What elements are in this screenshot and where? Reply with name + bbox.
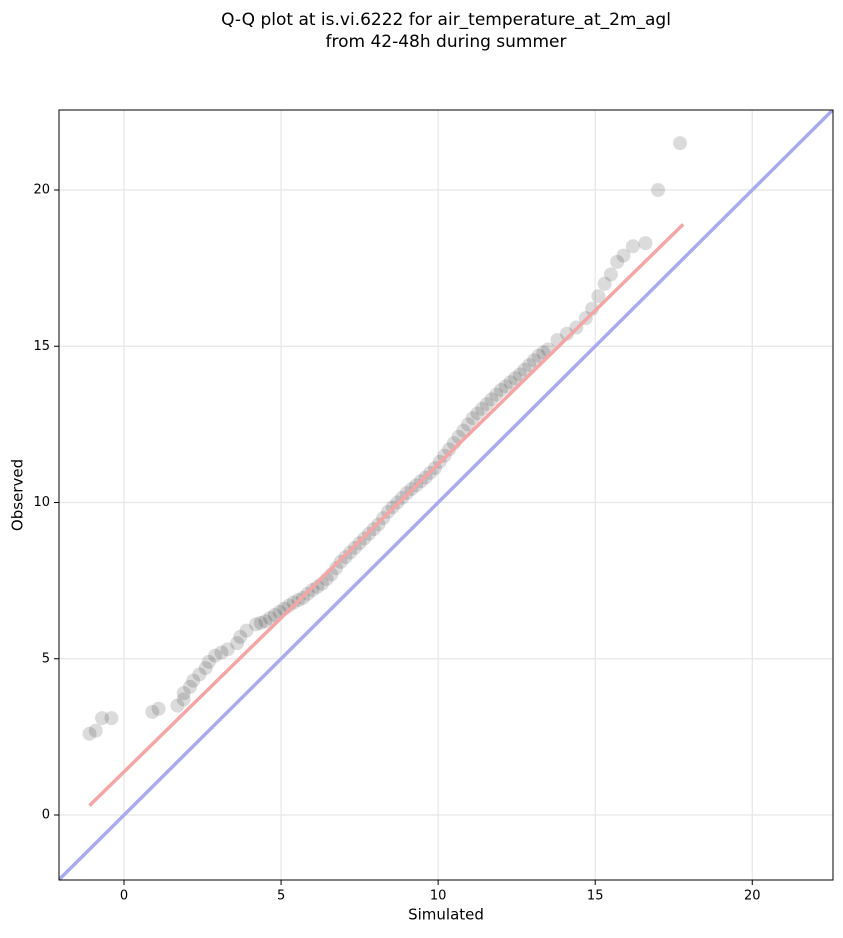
point xyxy=(329,561,344,576)
chart-title: Q-Q plot at is.vi.6222 for air_temperatu… xyxy=(221,10,671,30)
point xyxy=(489,387,504,402)
point xyxy=(201,654,216,669)
point xyxy=(610,254,625,269)
point xyxy=(208,648,223,663)
reference-line xyxy=(88,223,685,807)
point xyxy=(214,645,229,660)
point xyxy=(465,411,480,426)
point xyxy=(230,636,245,651)
point xyxy=(603,267,618,282)
point xyxy=(526,353,541,368)
point xyxy=(151,701,166,716)
point xyxy=(475,401,490,416)
y-tick-label: 5 xyxy=(42,651,50,666)
point xyxy=(182,679,197,694)
point xyxy=(82,726,97,741)
x-tick-label: 10 xyxy=(430,889,447,904)
point xyxy=(239,623,254,638)
point xyxy=(625,239,640,254)
point xyxy=(460,417,475,432)
point xyxy=(616,248,631,263)
y-axis-label: Observed xyxy=(9,459,27,531)
point xyxy=(638,236,653,251)
point xyxy=(498,379,513,394)
plot-area xyxy=(59,110,833,880)
point xyxy=(176,692,191,707)
point xyxy=(198,661,213,676)
point xyxy=(170,698,185,713)
point xyxy=(673,136,688,151)
point xyxy=(186,673,201,688)
point xyxy=(597,276,612,291)
point xyxy=(258,614,273,629)
point xyxy=(145,704,160,719)
point xyxy=(253,615,268,630)
point xyxy=(508,371,523,386)
x-tick-label: 20 xyxy=(744,889,761,904)
point xyxy=(95,711,110,726)
point xyxy=(263,611,278,626)
chart-title: from 42-48h during summer xyxy=(326,32,567,52)
y-tick-label: 10 xyxy=(33,495,50,510)
point xyxy=(503,375,518,390)
axes-frame xyxy=(58,109,834,881)
x-axis-label: Simulated xyxy=(408,906,484,924)
y-tick-label: 0 xyxy=(42,808,50,823)
point xyxy=(512,367,527,382)
point xyxy=(310,579,325,594)
point xyxy=(192,667,207,682)
point xyxy=(470,406,485,421)
point xyxy=(442,442,457,457)
point xyxy=(517,362,532,377)
point xyxy=(104,711,119,726)
point xyxy=(248,617,263,632)
point xyxy=(305,583,320,597)
point xyxy=(484,392,499,407)
point xyxy=(286,595,301,610)
point xyxy=(493,383,508,397)
point xyxy=(220,642,235,657)
point xyxy=(651,183,666,197)
point xyxy=(591,289,606,304)
y-tick-label: 15 xyxy=(33,339,50,354)
point xyxy=(479,397,494,412)
x-tick-label: 5 xyxy=(277,889,285,904)
y-tick-label: 20 xyxy=(33,183,50,198)
point xyxy=(233,629,248,644)
x-tick-label: 15 xyxy=(587,889,604,904)
point xyxy=(88,723,103,738)
reference-line xyxy=(59,110,833,880)
point xyxy=(176,686,191,701)
point xyxy=(559,326,574,341)
x-tick-label: 0 xyxy=(120,889,128,904)
point xyxy=(522,358,537,372)
point xyxy=(531,348,546,363)
